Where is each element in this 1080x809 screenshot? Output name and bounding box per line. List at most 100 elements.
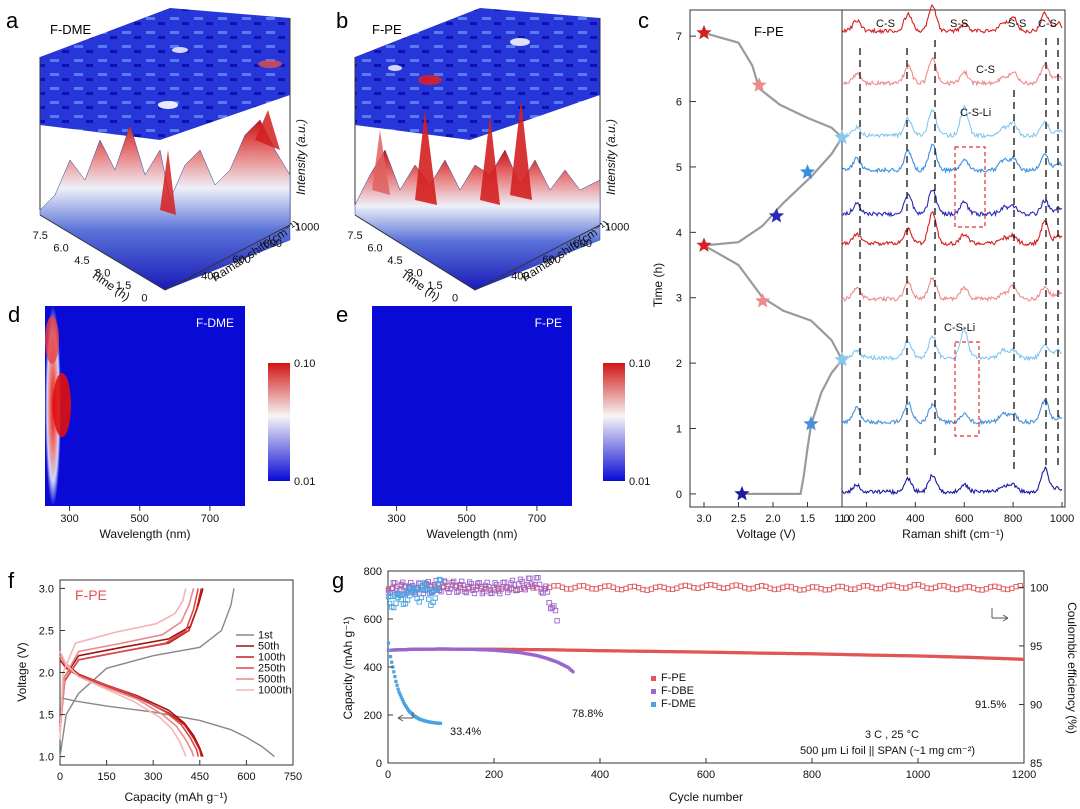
capacity-point-F-PE	[702, 650, 706, 654]
capacity-point-F-PE	[883, 653, 887, 657]
capacity-point-F-PE	[745, 651, 749, 655]
panel-e-x-ticks: 300 500 700	[387, 506, 546, 525]
ce-point-F-PE	[602, 583, 608, 589]
capacity-point-F-PE	[724, 650, 728, 655]
panel-g-x-tick: 1000	[906, 769, 930, 781]
capacity-point-F-PE	[777, 651, 781, 655]
panel-a-top-heatmap	[40, 8, 290, 140]
panel-c-highlight-upper	[954, 146, 986, 228]
capacity-point-F-PE	[823, 652, 827, 656]
capacity-point-F-PE	[965, 655, 969, 659]
ce-point-F-PE	[627, 584, 633, 590]
panel-g-y2-ticks: 85 90 95 100	[1019, 582, 1048, 770]
panel-g-x-label: Cycle number	[669, 790, 743, 804]
ce-point-F-DBE	[459, 578, 465, 584]
panel-g-x-tick: 600	[697, 769, 715, 781]
ce-point-F-PE	[585, 584, 591, 590]
capacity-point-F-PE	[690, 650, 694, 654]
ce-point-F-PE	[631, 583, 638, 590]
capacity-point-F-PE	[688, 650, 692, 654]
capacity-point-F-PE	[991, 656, 995, 660]
peak-label-c-s-li-1: C-S-Li	[960, 107, 991, 119]
panel-c-voltage-curve	[696, 24, 850, 501]
ce-point-F-PE	[733, 582, 739, 588]
panel-f-x-tick: 600	[237, 771, 255, 783]
ce-point-F-DBE	[462, 588, 468, 595]
ce-point-F-DME	[424, 587, 430, 593]
voltage-star-marker	[803, 415, 819, 431]
ce-point-F-DBE	[463, 589, 470, 596]
capacity-point-F-PE	[982, 656, 986, 660]
ce-point-F-DME	[432, 595, 438, 601]
capacity-point-F-PE	[611, 649, 615, 653]
ce-point-F-PE	[657, 583, 663, 590]
panel-f-y-ticks: 1.0 1.5 2.0 2.5 3.0	[39, 583, 65, 764]
capacity-point-F-DME	[392, 670, 396, 674]
ce-point-F-PE	[911, 582, 917, 588]
panel-a-time-tick: 4.5	[74, 255, 89, 267]
panel-f-x-tick: 150	[97, 771, 115, 783]
panel-a-peak-2	[255, 110, 280, 150]
ce-point-F-DBE	[487, 590, 493, 596]
ce-point-F-PE	[686, 583, 693, 589]
panel-a-raman-tick: 800	[264, 238, 282, 250]
ce-point-F-PE	[699, 584, 705, 590]
capacity-point-F-DME	[438, 721, 443, 725]
ce-point-F-PE	[644, 587, 650, 593]
panel-d-letter: d	[8, 302, 20, 327]
panel-c-time-tick: 1	[676, 424, 682, 436]
capacity-point-F-PE	[946, 655, 950, 659]
panel-g-y-tick: 400	[364, 662, 382, 674]
panel-d-cbar-max: 0.10	[294, 358, 315, 370]
capacity-point-F-PE	[972, 655, 976, 660]
peak-label-s-s-2: S-S	[1008, 18, 1026, 30]
capacity-point-F-PE	[554, 648, 558, 652]
panel-f-curves	[59, 588, 275, 758]
capacity-point-F-PE	[974, 656, 978, 660]
panel-g-capacity-points	[386, 641, 1024, 725]
capacity-point-F-PE	[594, 649, 598, 653]
panel-c-time-tick: 5	[676, 162, 682, 174]
capacity-point-F-PE	[953, 655, 957, 659]
capacity-point-F-PE	[893, 653, 897, 658]
ce-point-F-DBE	[552, 607, 559, 614]
ce-point-F-DBE	[554, 618, 560, 624]
capacity-point-F-PE	[514, 647, 518, 651]
ce-point-F-DBE	[533, 575, 540, 581]
capacity-point-F-PE	[770, 651, 774, 655]
capacity-point-F-DME	[403, 703, 408, 708]
capacity-point-F-PE	[677, 650, 681, 654]
ce-point-F-PE	[839, 583, 845, 590]
legend-label: F-DBE	[661, 685, 694, 697]
panel-c-time-ticks: 0 1 2 3 4 5 6 7	[676, 31, 696, 501]
ce-point-F-DME	[436, 576, 443, 583]
ce-point-F-PE	[555, 583, 561, 589]
capacity-point-F-PE	[747, 651, 751, 655]
capacity-point-F-PE	[507, 647, 511, 651]
capacity-point-F-PE	[624, 649, 628, 653]
capacity-point-F-PE	[927, 654, 931, 658]
panel-c-frame	[689, 9, 1066, 508]
panel-g-letter: g	[332, 568, 344, 593]
capacity-point-F-PE	[861, 653, 865, 657]
panel-f-x-label: Capacity (mAh g⁻¹)	[124, 790, 227, 804]
ce-point-F-PE	[597, 585, 604, 591]
capacity-point-F-PE	[588, 648, 592, 653]
ce-point-F-DBE	[506, 587, 513, 593]
capacity-point-F-PE	[630, 649, 634, 653]
ce-point-F-PE	[729, 583, 735, 589]
panel-b-surface	[354, 149, 601, 291]
panel-b-top-hotspot-2	[510, 38, 530, 46]
panel-a-time-tick: 0	[141, 292, 147, 304]
ce-point-F-PE	[669, 586, 676, 593]
capacity-point-F-PE	[715, 650, 719, 654]
capacity-point-F-PE	[509, 647, 514, 651]
capacity-point-F-PE	[700, 650, 704, 654]
ce-point-F-PE	[890, 582, 896, 588]
ce-point-F-PE	[848, 586, 854, 592]
capacity-point-F-PE	[827, 652, 832, 656]
capacity-point-F-PE	[912, 654, 916, 658]
panel-f-x-tick: 0	[57, 771, 63, 783]
capacity-point-F-PE	[878, 653, 882, 657]
